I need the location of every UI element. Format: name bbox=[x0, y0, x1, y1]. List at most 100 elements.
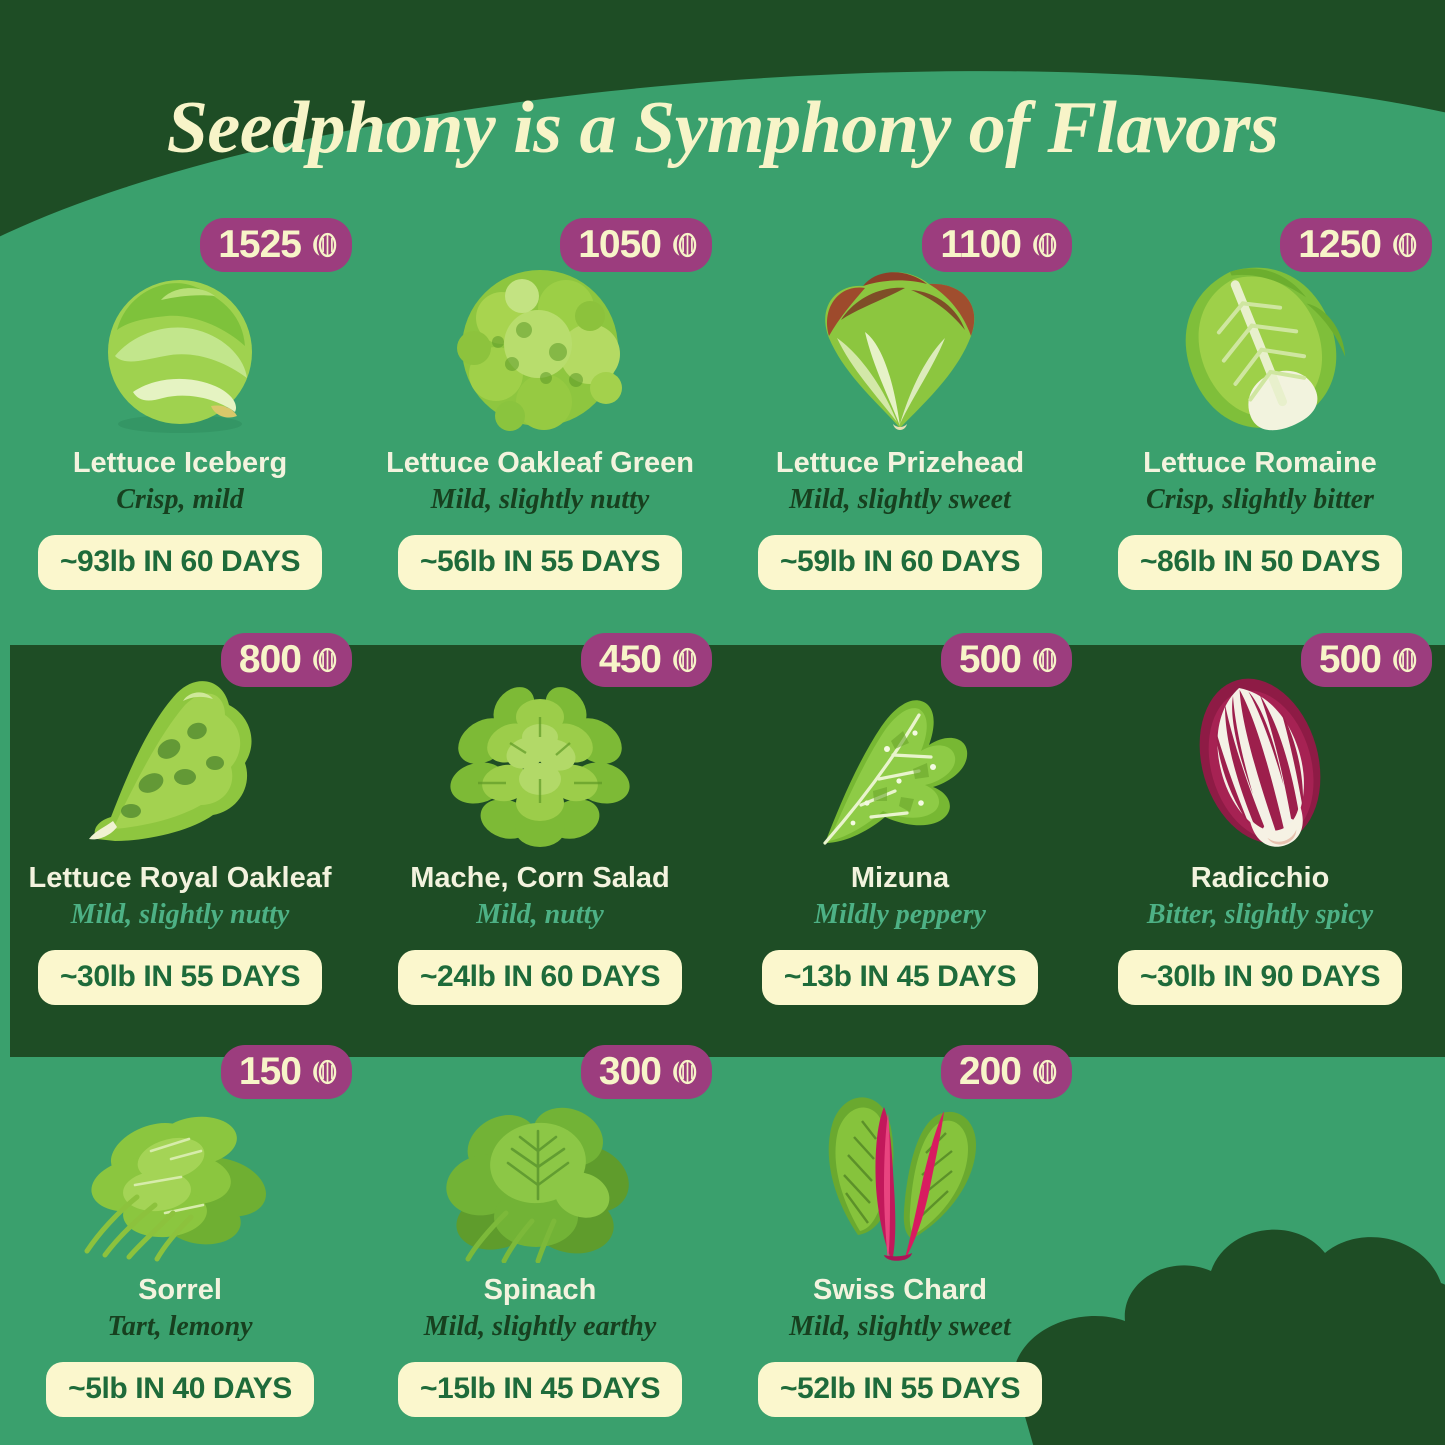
product-card-mache-corn-salad[interactable]: 450 bbox=[360, 633, 720, 1045]
product-flavor: Mild, nutty bbox=[476, 899, 604, 931]
product-image-wrap bbox=[390, 659, 690, 851]
lettuce-iceberg-icon bbox=[108, 280, 252, 433]
seed-count-badge: 200 bbox=[940, 1045, 1072, 1099]
seed-count-value: 450 bbox=[598, 638, 662, 681]
yield-pill: ~30lb IN 55 DAYS bbox=[37, 949, 323, 1005]
product-name: Lettuce Iceberg bbox=[72, 447, 288, 479]
product-row-1: 1525 bbox=[0, 218, 1445, 633]
yield-pill: ~59lb IN 60 DAYS bbox=[757, 534, 1043, 590]
product-image-wrap bbox=[30, 659, 330, 851]
product-card-lettuce-royal-oakleaf[interactable]: 800 bbox=[0, 633, 360, 1045]
product-image-wrap bbox=[30, 244, 330, 436]
seed-pod-icon bbox=[673, 647, 697, 672]
product-image-wrap bbox=[750, 1071, 1050, 1263]
swiss-chard-icon bbox=[828, 1097, 976, 1261]
product-flavor: Mild, slightly nutty bbox=[70, 899, 290, 931]
seed-count-badge: 1050 bbox=[560, 218, 712, 272]
yield-pill: ~93lb IN 60 DAYS bbox=[37, 534, 323, 590]
product-card-swiss-chard[interactable]: 200 bbox=[720, 1045, 1080, 1445]
product-flavor: Mild, slightly nutty bbox=[430, 484, 650, 516]
spinach-icon bbox=[446, 1107, 629, 1263]
product-flavor: Crisp, mild bbox=[116, 484, 244, 516]
seed-pod-icon bbox=[313, 647, 337, 672]
lettuce-oakleaf-green-icon bbox=[457, 270, 622, 431]
lettuce-prizehead-icon bbox=[824, 272, 974, 430]
lettuce-romaine-icon bbox=[1185, 267, 1345, 431]
bush-icon bbox=[1013, 1229, 1445, 1445]
product-flavor: Tart, lemony bbox=[107, 1311, 253, 1343]
yield-pill: ~24lb IN 60 DAYS bbox=[397, 949, 683, 1005]
product-name: Mache, Corn Salad bbox=[410, 862, 670, 894]
product-card-lettuce-iceberg[interactable]: 1525 bbox=[0, 218, 360, 633]
product-card-mizuna[interactable]: 500 bbox=[720, 633, 1080, 1045]
seed-count-value: 800 bbox=[238, 638, 302, 681]
product-card-lettuce-prizehead[interactable]: 1100 bbox=[720, 218, 1080, 633]
product-image-wrap bbox=[390, 1071, 690, 1263]
seed-count-value: 150 bbox=[238, 1050, 302, 1093]
yield-pill: ~86lb IN 50 DAYS bbox=[1117, 534, 1403, 590]
product-flavor: Mild, slightly sweet bbox=[789, 1311, 1011, 1343]
seed-count-badge: 1100 bbox=[922, 218, 1072, 272]
product-card-lettuce-romaine[interactable]: 1250 bbox=[1080, 218, 1440, 633]
product-image-wrap bbox=[30, 1071, 330, 1263]
product-row-3: 150 bbox=[0, 1045, 1445, 1445]
radicchio-icon bbox=[1199, 678, 1321, 847]
seed-pod-icon bbox=[673, 232, 697, 257]
product-image-wrap bbox=[750, 244, 1050, 436]
seed-pod-icon bbox=[1393, 647, 1417, 672]
product-card-sorrel[interactable]: 150 bbox=[0, 1045, 360, 1445]
seed-pod-icon bbox=[1393, 232, 1417, 257]
product-card-lettuce-oakleaf-green[interactable]: 1050 bbox=[360, 218, 720, 633]
product-name: Radicchio bbox=[1190, 862, 1330, 894]
product-name: Sorrel bbox=[138, 1274, 222, 1306]
yield-pill: ~15lb IN 45 DAYS bbox=[397, 1361, 683, 1417]
mache-corn-salad-icon bbox=[450, 687, 630, 847]
yield-pill: ~30lb IN 90 DAYS bbox=[1117, 949, 1403, 1005]
seed-count-value: 500 bbox=[1318, 638, 1382, 681]
seed-count-badge: 300 bbox=[580, 1045, 712, 1099]
product-flavor: Bitter, slightly spicy bbox=[1146, 899, 1374, 931]
product-row-2: 800 bbox=[0, 633, 1445, 1045]
yield-pill: ~56lb IN 55 DAYS bbox=[397, 534, 683, 590]
product-flavor: Mild, slightly sweet bbox=[789, 484, 1011, 516]
seed-pod-icon bbox=[313, 232, 337, 257]
mizuna-icon bbox=[823, 700, 968, 845]
product-name: Lettuce Royal Oakleaf bbox=[28, 862, 332, 894]
product-name: Spinach bbox=[483, 1274, 597, 1306]
bush-decoration bbox=[1013, 1179, 1445, 1445]
product-name: Lettuce Oakleaf Green bbox=[386, 447, 694, 479]
product-flavor: Crisp, slightly bitter bbox=[1146, 484, 1374, 516]
lettuce-royal-oakleaf-icon bbox=[88, 681, 252, 841]
product-card-spinach[interactable]: 300 bbox=[360, 1045, 720, 1445]
seed-count-badge: 1525 bbox=[200, 218, 352, 272]
product-image-wrap bbox=[1110, 659, 1410, 851]
page-title: Seedphony is a Symphony of Flavors bbox=[166, 86, 1279, 169]
product-flavor: Mild, slightly earthy bbox=[423, 1311, 657, 1343]
product-image-wrap bbox=[1110, 244, 1410, 436]
seed-count-badge: 800 bbox=[220, 633, 352, 687]
sorrel-icon bbox=[84, 1116, 266, 1262]
product-name: Swiss Chard bbox=[812, 1274, 988, 1306]
product-image-wrap bbox=[750, 659, 1050, 851]
seed-count-badge: 500 bbox=[940, 633, 1072, 687]
product-image-wrap bbox=[390, 244, 690, 436]
product-card-radicchio[interactable]: 500 bbox=[1080, 633, 1440, 1045]
seed-pod-icon bbox=[673, 1059, 697, 1084]
product-grid: 1525 bbox=[0, 218, 1445, 1445]
seed-count-badge: 150 bbox=[220, 1045, 352, 1099]
product-name: Mizuna bbox=[850, 862, 950, 894]
seed-count-value: 1525 bbox=[218, 223, 302, 266]
seed-count-value: 1250 bbox=[1298, 223, 1382, 266]
seed-count-value: 200 bbox=[958, 1050, 1022, 1093]
product-name: Lettuce Romaine bbox=[1143, 447, 1377, 479]
product-flavor: Mildly peppery bbox=[814, 899, 986, 931]
seed-pod-icon bbox=[1033, 1059, 1057, 1084]
yield-pill: ~5lb IN 40 DAYS bbox=[46, 1361, 314, 1417]
yield-pill: ~13b IN 45 DAYS bbox=[761, 949, 1039, 1005]
seed-count-value: 1050 bbox=[578, 223, 662, 266]
seed-pod-icon bbox=[313, 1059, 337, 1084]
product-name: Lettuce Prizehead bbox=[775, 447, 1025, 479]
seed-pod-icon bbox=[1033, 232, 1057, 257]
seed-count-badge: 500 bbox=[1300, 633, 1432, 687]
